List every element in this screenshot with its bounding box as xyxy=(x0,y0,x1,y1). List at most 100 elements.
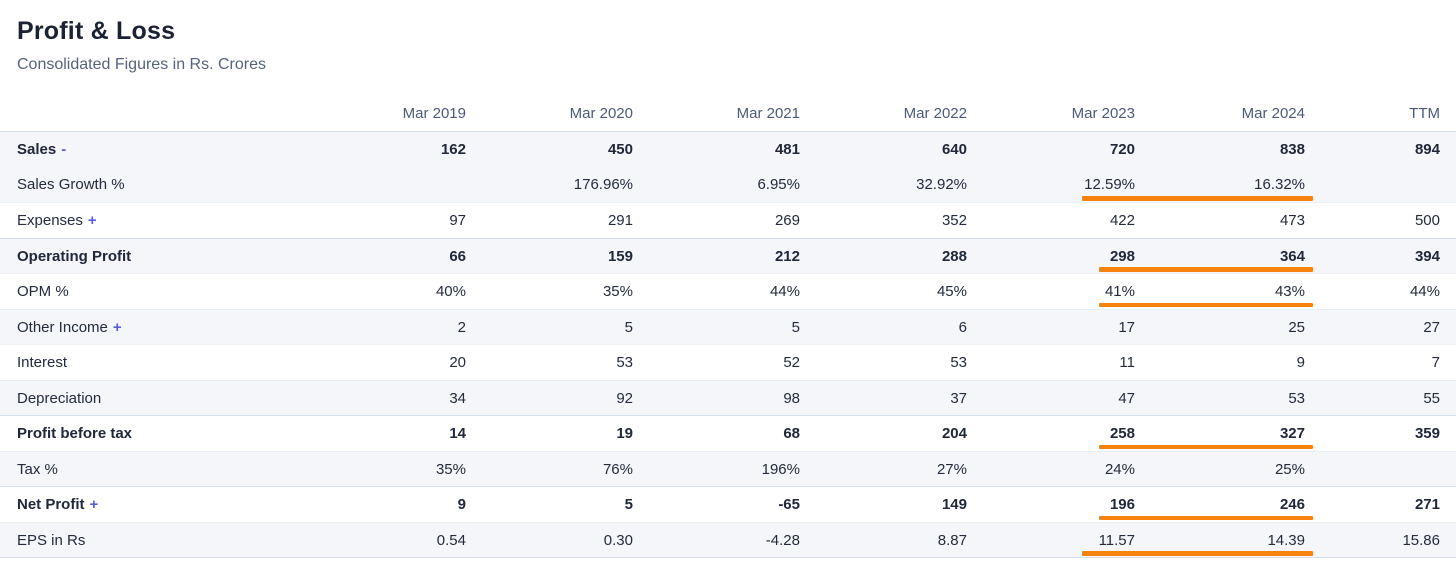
value-cell: 288 xyxy=(941,247,967,265)
table-row: Net Profit +9 5 -65 149 196 246 271 xyxy=(0,486,1456,522)
column-header: Mar 2021 xyxy=(736,104,800,122)
value-cell: 481 xyxy=(774,141,800,158)
value-cell: 45% xyxy=(936,283,967,300)
page-subtitle: Consolidated Figures in Rs. Crores xyxy=(17,56,266,73)
value-cell: 66 xyxy=(449,247,466,265)
page-title: Profit & Loss xyxy=(17,17,176,45)
highlight-underline xyxy=(1082,196,1313,201)
row-label: Other Income xyxy=(17,318,108,336)
highlight-underline xyxy=(1099,515,1313,520)
value-cell: 9 xyxy=(457,496,466,513)
value-cell: 327 xyxy=(1279,425,1305,442)
value-cell: 47 xyxy=(1118,389,1135,407)
column-header: Mar 2023 xyxy=(1071,104,1135,122)
table-row: Interest 20 53 52 53 11 9 7 xyxy=(0,344,1456,380)
table-row: Depreciation 34 92 98 37 47 53 55 xyxy=(0,379,1456,416)
value-cell: 9 xyxy=(1296,354,1305,371)
profit-loss-table: Mar 2019 Mar 2020 Mar 2021 Mar 2022 Mar 2023… xyxy=(0,95,1456,558)
value-cell: 196% xyxy=(761,460,800,478)
value-cell: 25% xyxy=(1274,460,1305,478)
value-cell: 32.92% xyxy=(916,175,967,193)
value-cell: 17 xyxy=(1118,318,1135,336)
table-row: Sales - 162 450 481 640 720 838 894 xyxy=(0,131,1456,167)
column-header: Mar 2022 xyxy=(903,104,967,122)
column-header: Mar 2019 xyxy=(402,104,466,122)
row-label-cell: Net Profit + xyxy=(0,487,307,522)
value-cell: 6 xyxy=(958,318,967,336)
value-cell: 11.57 xyxy=(1098,531,1135,549)
value-cell: 43% xyxy=(1274,283,1305,300)
value-cell: 6.95% xyxy=(757,175,800,193)
table-row: EPS in Rs 0.54 0.30 -4.28 8.87 11.57 14.39 15.8… xyxy=(0,521,1456,557)
value-cell: 53 xyxy=(616,354,633,371)
value-cell: 34 xyxy=(449,389,466,407)
value-cell: 19 xyxy=(616,425,633,442)
value-cell: 25 xyxy=(1288,318,1305,336)
value-cell: 52 xyxy=(783,354,800,371)
table-row: Operating Profit 66 159 212 288 298 364 394 xyxy=(0,237,1456,273)
value-cell: 159 xyxy=(607,247,633,265)
value-cell: 7 xyxy=(1431,354,1440,371)
row-label-cell: Depreciation xyxy=(0,381,307,416)
value-cell: 44% xyxy=(769,283,800,300)
row-label-cell: Profit before tax xyxy=(0,416,307,451)
value-cell: 11 xyxy=(1119,354,1135,371)
highlight-underline xyxy=(1099,444,1313,449)
table-row: Sales Growth % 176.96% 6.95% 32.92% 12.59% 16… xyxy=(0,166,1456,202)
value-cell: 5 xyxy=(624,496,633,513)
table-row: Expenses +97 291 269 352 422 473 500 xyxy=(0,202,1456,238)
value-cell: 258 xyxy=(1109,425,1135,442)
value-cell: 149 xyxy=(941,496,967,513)
expand-toggle[interactable]: + xyxy=(89,496,99,513)
row-label-cell: Tax % xyxy=(0,452,307,487)
value-cell: 15.86 xyxy=(1402,531,1440,549)
value-cell: 359 xyxy=(1414,425,1440,442)
row-label: Profit before tax xyxy=(17,425,133,442)
value-cell: 16.32% xyxy=(1254,175,1305,193)
value-cell: 53 xyxy=(950,354,967,371)
value-cell: 0.54 xyxy=(436,531,466,549)
value-cell: 24% xyxy=(1104,460,1135,478)
table-header-row: Mar 2019 Mar 2020 Mar 2021 Mar 2022 Mar 2023… xyxy=(0,95,1456,131)
value-cell: 27% xyxy=(936,460,967,478)
value-cell: 37 xyxy=(950,389,967,407)
expand-toggle[interactable]: - xyxy=(61,141,67,158)
value-cell: 246 xyxy=(1279,496,1305,513)
value-cell: 76% xyxy=(602,460,633,478)
value-cell: 500 xyxy=(1414,212,1440,229)
value-cell: -4.28 xyxy=(765,531,800,549)
value-cell: 352 xyxy=(941,212,967,229)
value-cell: 27 xyxy=(1423,318,1440,336)
value-cell: 640 xyxy=(941,141,967,158)
table-row: OPM % 40% 35% 44% 45% 41% 43% 44% xyxy=(0,273,1456,309)
row-label: Net Profit xyxy=(17,496,85,513)
value-cell: 204 xyxy=(941,425,967,442)
expand-toggle[interactable]: + xyxy=(87,212,97,229)
row-label: Operating Profit xyxy=(17,247,132,265)
value-cell: -65 xyxy=(778,496,800,513)
value-cell: 55 xyxy=(1423,389,1440,407)
value-cell: 98 xyxy=(783,389,800,407)
column-header: Mar 2024 xyxy=(1241,104,1305,122)
value-cell: 14.39 xyxy=(1267,531,1305,549)
value-cell: 894 xyxy=(1414,141,1440,158)
row-label: Expenses xyxy=(17,212,83,229)
value-cell: 838 xyxy=(1279,141,1305,158)
value-cell: 212 xyxy=(774,247,800,265)
row-label-cell: Sales - xyxy=(0,132,307,167)
row-label: Tax % xyxy=(17,460,58,478)
value-cell: 298 xyxy=(1109,247,1135,265)
table-row: Tax % 35% 76% 196% 27% 24% 25% xyxy=(0,450,1456,487)
value-cell: 2 xyxy=(457,318,466,336)
expand-toggle[interactable]: + xyxy=(112,318,122,336)
row-label-cell: Expenses + xyxy=(0,203,307,238)
value-cell: 41% xyxy=(1104,283,1135,300)
value-cell: 44% xyxy=(1409,283,1440,300)
highlight-underline xyxy=(1099,302,1313,307)
column-header: Mar 2020 xyxy=(569,104,633,122)
row-label-cell: Sales Growth % xyxy=(0,167,307,202)
value-cell: 14 xyxy=(449,425,466,442)
value-cell: 8.87 xyxy=(937,531,967,549)
row-label: EPS in Rs xyxy=(17,531,86,549)
